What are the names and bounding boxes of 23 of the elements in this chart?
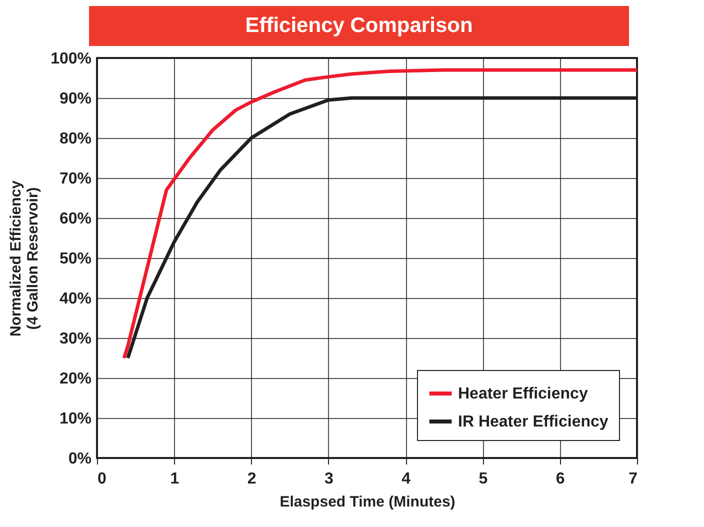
x-tick-label: 7 <box>628 470 638 488</box>
x-tick-label: 2 <box>247 470 256 488</box>
y-tick-label: 100% <box>50 50 92 68</box>
y-tick-label: 50% <box>59 250 92 268</box>
y-tick-label: 10% <box>59 410 92 428</box>
y-tick-label: 30% <box>59 330 92 348</box>
x-tick-label: 0 <box>98 470 106 488</box>
x-tick-label: 6 <box>556 470 565 488</box>
y-tick-label: 0% <box>68 450 92 468</box>
y-tick-label: 90% <box>59 90 92 108</box>
x-axis-title: Elaspsed Time (Minutes) <box>280 494 456 510</box>
legend-label: IR Heater Efficiency <box>458 414 608 430</box>
y-tick-label: 70% <box>59 170 92 188</box>
x-tick-label: 5 <box>478 470 488 488</box>
y-tick-label: 40% <box>59 290 92 308</box>
x-tick-label: 4 <box>402 470 411 488</box>
y-axis-title: Normalized Efficiency (4 Gallon Reservoir) <box>8 180 42 336</box>
x-tick-label: 1 <box>170 470 180 488</box>
y-tick-label: 60% <box>59 210 92 228</box>
y-tick-label: 20% <box>59 370 92 388</box>
y-tick-label: 80% <box>59 130 92 148</box>
legend-label: Heater Efficiency <box>458 386 588 402</box>
x-tick-label: 3 <box>324 470 334 488</box>
